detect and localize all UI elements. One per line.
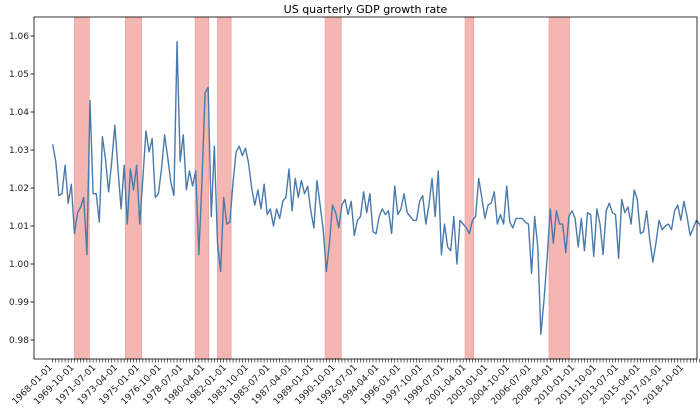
series-line bbox=[51, 41, 700, 335]
series-points bbox=[52, 41, 700, 335]
recession-band-4 bbox=[324, 16, 342, 360]
y-tick-label: 1.06 bbox=[9, 32, 29, 42]
series-line-layer bbox=[51, 41, 700, 335]
x-axis: 1968-01-011969-10-011971-07-011973-04-01… bbox=[11, 359, 700, 407]
recession-bands bbox=[74, 16, 570, 360]
y-tick-label: 1.03 bbox=[9, 146, 29, 156]
y-tick-label: 0.98 bbox=[9, 336, 29, 346]
y-tick-label: 1.05 bbox=[9, 70, 29, 80]
chart-title: US quarterly GDP growth rate bbox=[284, 3, 448, 16]
y-axis: 0.98 0.99 1.00 1.01 1.02 1.03 1.04 1.05 1.06 bbox=[9, 32, 34, 346]
y-tick-label: 1.04 bbox=[9, 108, 29, 118]
recession-band-3 bbox=[217, 16, 232, 360]
y-tick-label: 1.02 bbox=[9, 184, 29, 194]
y-tick-label: 1.01 bbox=[9, 222, 29, 232]
y-tick-label: 1.00 bbox=[9, 260, 29, 270]
recession-band-6 bbox=[548, 16, 570, 360]
recession-band-0 bbox=[74, 16, 90, 360]
y-tick-label: 0.99 bbox=[9, 298, 29, 308]
recession-band-5 bbox=[464, 16, 475, 360]
